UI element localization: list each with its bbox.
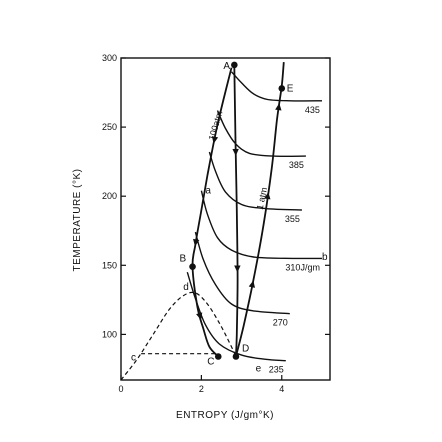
isobar-curve — [233, 64, 239, 357]
x-axis-title: ENTROPY (J/gm°K) — [176, 410, 274, 421]
isenthalp-curve — [230, 71, 323, 102]
curve-letter-label: b — [322, 252, 328, 263]
state-point-label: D — [242, 344, 249, 355]
state-point — [278, 85, 286, 92]
flow-arrow — [275, 103, 282, 111]
state-point-label: B — [180, 254, 187, 265]
isenthalp-label: 385 — [289, 160, 304, 170]
isenthalp-curve — [208, 151, 302, 211]
flow-arrow — [248, 280, 255, 288]
curve-letter-label: e — [256, 364, 262, 375]
state-point-label: E — [287, 83, 294, 94]
y-tick-label: 250 — [102, 122, 117, 132]
isenthalp-label: 435 — [305, 105, 320, 115]
state-point-label: A — [223, 61, 230, 72]
isenthalp-label: 235 — [269, 365, 284, 375]
flow-arrow — [211, 136, 219, 144]
x-tick-label: 0 — [118, 384, 123, 394]
isenthalp-curve — [200, 190, 323, 260]
isenthalp-curve — [194, 231, 290, 315]
y-tick-label: 200 — [102, 191, 117, 201]
curve-letter-label: d — [183, 282, 189, 293]
isenthalp-label: 310J/gm — [285, 262, 320, 272]
x-tick-label: 2 — [199, 384, 204, 394]
state-point — [231, 61, 238, 69]
flow-arrow — [232, 148, 239, 156]
plot-frame — [120, 57, 331, 381]
x-tick-label: 4 — [279, 384, 284, 394]
state-point-label: C — [207, 357, 214, 368]
y-tick-label: 150 — [102, 260, 117, 270]
isenthalp-curve — [216, 110, 306, 158]
state-point — [214, 353, 222, 360]
state-point — [232, 353, 240, 360]
curve-letter-label: c — [131, 353, 136, 364]
flow-arrow — [234, 265, 241, 273]
flow-arrow — [196, 312, 203, 320]
y-tick-label: 300 — [102, 53, 117, 63]
isenthalp-label: 270 — [273, 318, 288, 328]
isobar-label: 1 atm — [255, 186, 269, 210]
y-axis-title: TEMPERATURE (°K) — [72, 169, 83, 272]
isenthalp-label: 355 — [285, 214, 300, 224]
saturation-dome-dashed-line — [120, 291, 237, 381]
isobar-curve — [191, 67, 233, 358]
isobar-label: 100atm — [207, 110, 225, 142]
state-point — [189, 263, 196, 270]
curve-letter-label: a — [205, 185, 211, 196]
y-tick-label: 100 — [102, 329, 117, 339]
flow-arrow — [264, 192, 271, 200]
flow-arrow — [193, 238, 200, 247]
